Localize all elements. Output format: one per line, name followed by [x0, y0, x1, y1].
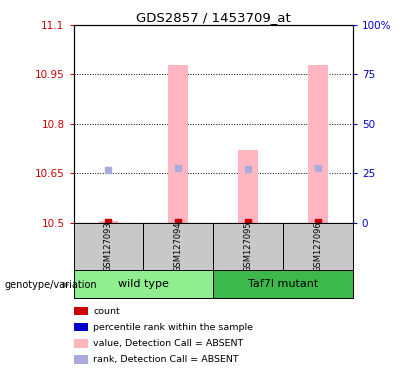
Point	[315, 165, 321, 171]
Bar	[143, 223, 213, 271]
Bar	[74, 307, 88, 315]
Text: Taf7l mutant: Taf7l mutant	[248, 278, 318, 289]
Point	[315, 218, 321, 225]
Bar	[283, 223, 353, 271]
Point	[245, 166, 252, 172]
Bar	[74, 223, 143, 271]
Text: wild type: wild type	[118, 278, 169, 289]
Title: GDS2857 / 1453709_at: GDS2857 / 1453709_at	[136, 11, 291, 24]
Text: value, Detection Call = ABSENT: value, Detection Call = ABSENT	[93, 339, 244, 348]
Point	[175, 165, 181, 171]
Text: genotype/variation: genotype/variation	[4, 280, 97, 290]
Bar	[74, 270, 213, 298]
Bar	[238, 150, 258, 223]
Bar	[168, 65, 188, 223]
Bar	[308, 65, 328, 223]
Point	[105, 218, 112, 225]
Bar	[74, 323, 88, 331]
Bar	[213, 223, 283, 271]
Point	[105, 167, 112, 173]
Text: GSM127095: GSM127095	[244, 222, 252, 272]
Text: rank, Detection Call = ABSENT: rank, Detection Call = ABSENT	[93, 355, 239, 364]
Text: GSM127093: GSM127093	[104, 221, 113, 272]
Bar	[213, 270, 353, 298]
Point	[245, 218, 252, 225]
Text: count: count	[93, 306, 120, 316]
Text: GSM127094: GSM127094	[174, 222, 183, 272]
Bar	[99, 221, 118, 223]
Text: percentile rank within the sample: percentile rank within the sample	[93, 323, 253, 332]
Bar	[74, 339, 88, 348]
Bar	[74, 355, 88, 364]
Point	[175, 218, 181, 225]
Text: GSM127096: GSM127096	[313, 221, 323, 272]
